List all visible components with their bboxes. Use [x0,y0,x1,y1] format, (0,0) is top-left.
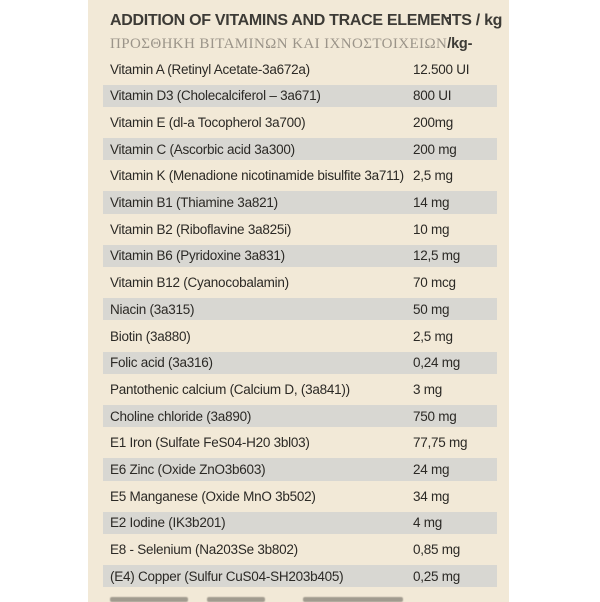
ingredient-label: Vitamin C (Ascorbic acid 3a300) [110,141,295,157]
ingredient-value: 12,5 mg [413,248,461,264]
ingredient-label: (E4) Copper (Sulfur CuS04-SH203b405) [110,568,344,584]
ingredient-label: E2 Iodine (IK3b201) [110,515,226,531]
ingredient-label: Vitamin B1 (Thiamine 3a821) [110,195,278,211]
table-row: Vitamin D3 (Cholecalciferol – 3a671) 800… [103,84,497,107]
ingredient-label: Biotin (3a880) [110,328,191,344]
table-row: E8 - Selenium (Na203Se 3b802) 0,85 mg [103,538,497,560]
table-row: Biotin (3a880) 2,5 mg [103,325,497,347]
ingredient-label: E8 - Selenium (Na203Se 3b802) [110,542,298,558]
cutoff-fragment-2 [207,597,265,602]
table-row: E2 Iodine (IK3b201) 4 mg [103,511,497,534]
page-subtitle: ΠΡΟΣΘΗΚΗ ΒΙΤΑΜΙΝΩΝ ΚΑΙ ΙΧΝΟΣΤΟΙΧΕΙΩΝ/kg- [110,35,472,53]
ingredient-value: 0,24 mg [413,355,461,371]
ingredient-label: Vitamin B2 (Riboflavine 3a825i) [110,221,292,237]
table-row: Vitamin A (Retinyl Acetate-3a672a) 12.50… [103,58,497,80]
ingredient-value: 0,25 mg [413,568,461,584]
table-row: Vitamin K (Menadione nicotinamide bisulf… [103,165,497,187]
table-row: (E4) Copper (Sulfur CuS04-SH203b405) 0,2… [103,565,497,588]
ingredient-value: 77,75 mg [413,435,468,451]
ingredient-label: Folic acid (3a316) [110,355,213,371]
ingredient-value: 12.500 UI [413,61,470,77]
title-overline-mark: - [446,9,452,26]
ingredient-label: Pantothenic calcium (Calcium D, (3a841)) [110,381,350,397]
ingredient-label: Vitamin B12 (Cyanocobalamin) [110,275,289,291]
ingredient-value: 750 mg [413,408,457,424]
table-row: E6 Zinc (Oxide ZnO3b603) 24 mg [103,458,497,481]
ingredient-label: Niacin (3a315) [110,301,195,317]
ingredient-value: 2,5 mg [413,168,453,184]
ingredient-value: 3 mg [413,381,443,397]
table-row: Vitamin B12 (Cyanocobalamin) 70 mcg [103,272,497,294]
ingredient-value: 24 mg [413,461,450,477]
cutoff-text-fragment [110,597,420,602]
table-row: Niacin (3a315) 50 mg [103,298,497,321]
ingredient-label: Vitamin D3 (Cholecalciferol – 3a671) [110,88,321,104]
ingredient-label: E1 Iron (Sulfate FeS04-H20 3bl03) [110,435,310,451]
ingredient-value: 70 mcg [413,275,456,291]
page-title: ADDITION OF VITAMINS AND TRACE ELEMENTS … [110,9,503,30]
table-row: Vitamin B1 (Thiamine 3a821) 14 mg [103,191,497,214]
ingredient-value: 34 mg [413,488,450,504]
table-row: Folic acid (3a316) 0,24 mg [103,351,497,374]
table-row: Vitamin C (Ascorbic acid 3a300) 200 mg [103,138,497,161]
label-panel: ADDITION OF VITAMINS AND TRACE ELEMENTS … [88,0,509,602]
ingredient-label: Vitamin B6 (Pyridoxine 3a831) [110,248,285,264]
table-row: Vitamin B2 (Riboflavine 3a825i) 10 mg [103,218,497,240]
ingredient-value: 14 mg [413,195,450,211]
ingredient-value: 50 mg [413,301,450,317]
table-row: E1 Iron (Sulfate FeS04-H20 3bl03) 77,75 … [103,432,497,454]
vitamins-trace-elements-table: Vitamin A (Retinyl Acetate-3a672a) 12.50… [103,58,497,592]
ingredient-label: E5 Manganese (Oxide MnO 3b502) [110,488,316,504]
ingredient-value: 200mg [413,115,454,131]
cutoff-fragment-3 [303,597,403,602]
ingredient-label: Vitamin K (Menadione nicotinamide bisulf… [110,168,404,184]
table-row: Vitamin E (dl-a Tocopherol 3a700) 200mg [103,111,497,133]
page-title-text: ADDITION OF VITAMINS AND TRACE ELEMENTS … [110,12,503,29]
ingredient-value: 800 UI [413,88,452,104]
ingredient-value: 0,85 mg [413,542,461,558]
ingredient-label: Choline chloride (3a890) [110,408,252,424]
subtitle-kg-suffix: /kg- [447,36,473,52]
ingredient-label: Vitamin E (dl-a Tocopherol 3a700) [110,115,306,131]
table-row: Vitamin B6 (Pyridoxine 3a831) 12,5 mg [103,244,497,268]
table-row: E5 Manganese (Oxide MnO 3b502) 34 mg [103,485,497,507]
ingredient-label: Vitamin A (Retinyl Acetate-3a672a) [110,61,310,77]
table-row: Choline chloride (3a890) 750 mg [103,404,497,428]
ingredient-value: 10 mg [413,221,450,237]
subtitle-greek-text: ΠΡΟΣΘΗΚΗ ΒΙΤΑΜΙΝΩΝ ΚΑΙ ΙΧΝΟΣΤΟΙΧΕΙΩΝ [110,36,448,52]
ingredient-value: 4 mg [413,515,443,531]
ingredient-value: 2,5 mg [413,328,453,344]
ingredient-label: E6 Zinc (Oxide ZnO3b603) [110,461,266,477]
table-row: Pantothenic calcium (Calcium D, (3a841))… [103,378,497,400]
cutoff-fragment-1 [110,597,188,602]
ingredient-value: 200 mg [413,141,457,157]
